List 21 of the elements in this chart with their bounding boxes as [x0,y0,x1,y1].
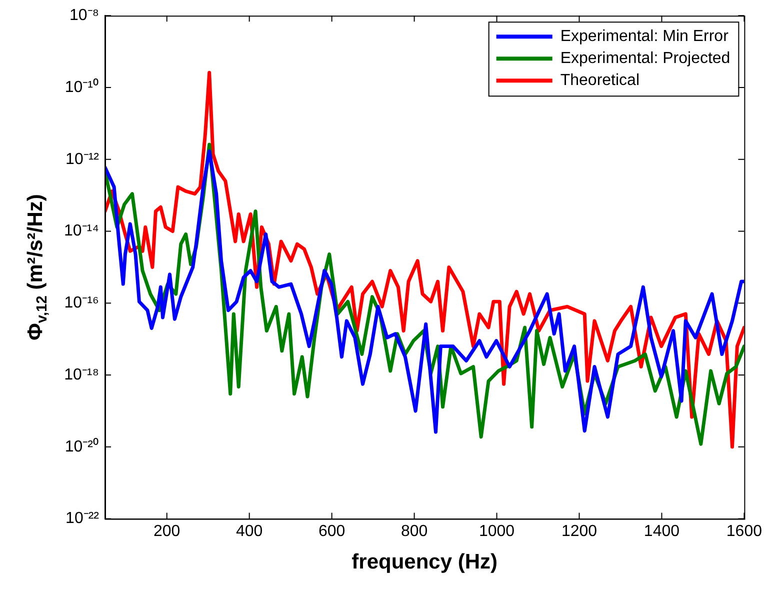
x-tick-label: 1400 [644,522,680,540]
y-tick-label: 10⁻¹² [66,150,100,168]
legend-label: Theoretical [560,72,640,90]
y-tick-label: 10⁻¹⁶ [64,294,99,312]
y-tick-label: 10⁻¹⁴ [64,222,100,240]
x-tick-label: 1200 [561,522,598,540]
x-tick-label: 200 [154,522,180,540]
x-tick-label: 600 [318,522,346,540]
y-tick-label: 10⁻⁸ [69,7,99,24]
y-tick-label: 10⁻¹⁰ [64,78,99,96]
x-axis-title: frequency (Hz) [352,550,498,574]
y-tick-label: 10⁻²⁰ [64,437,99,456]
x-tick-label: 800 [400,522,428,540]
x-tick-label: 1000 [478,522,515,540]
legend-label: Experimental: Min Error [560,28,730,46]
y-axis-title: Φv,12 (m²/s²/Hz) [24,194,50,340]
x-tick-label: 1600 [726,522,762,540]
x-tick-label: 400 [236,522,263,540]
legend-label: Experimental: Projected [560,50,730,68]
y-tick-label: 10⁻²² [66,510,100,528]
y-tick-label: 10⁻¹⁸ [64,366,99,384]
